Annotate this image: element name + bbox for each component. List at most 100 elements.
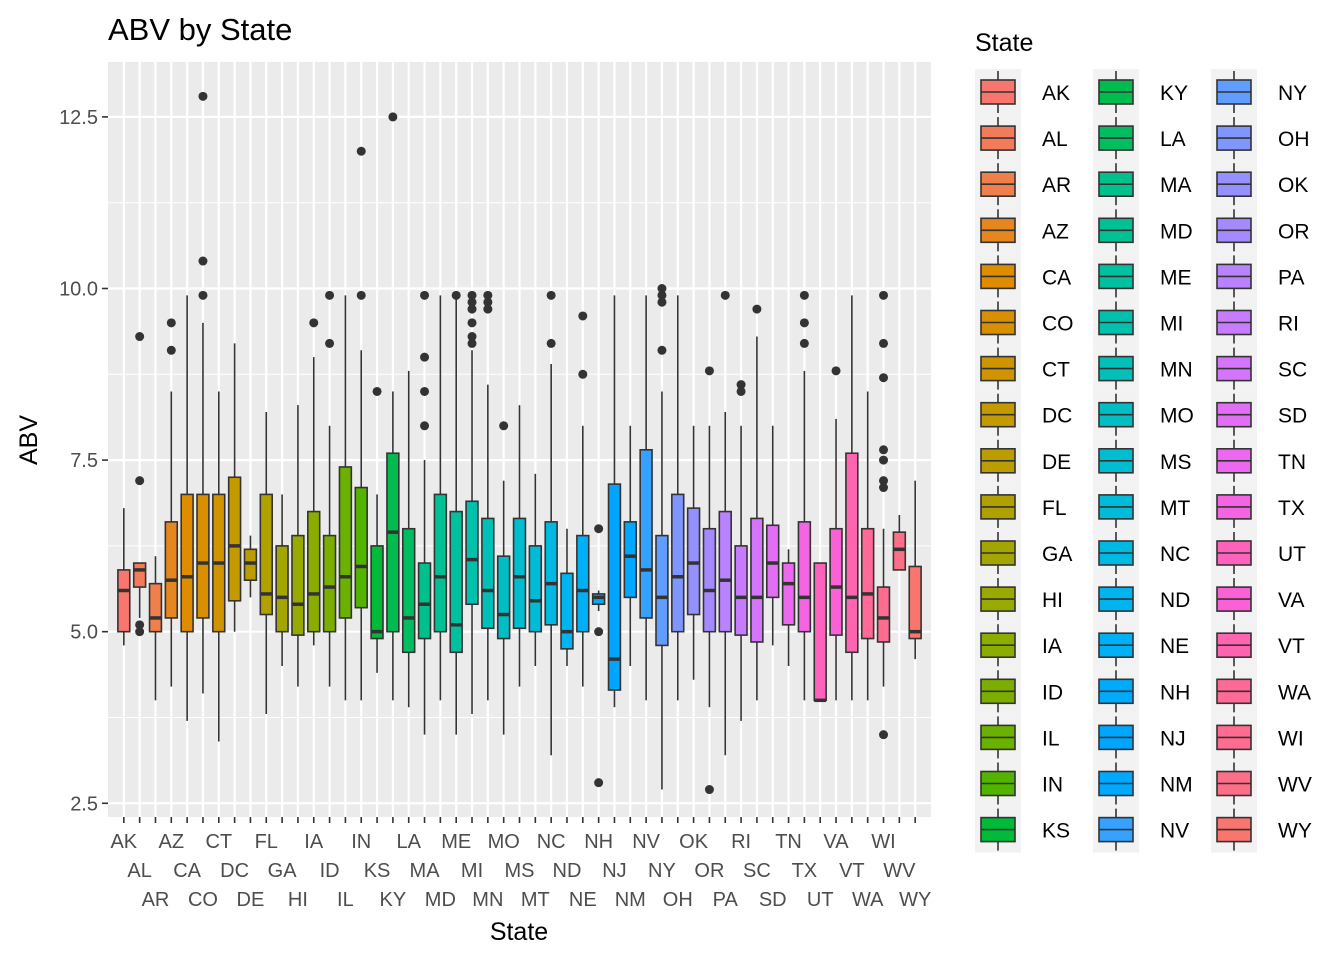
x-tick-label: VT <box>839 860 865 882</box>
legend-item-dc: DC <box>975 391 1072 438</box>
box-hi <box>291 405 305 687</box>
legend-item-tn: TN <box>1211 437 1306 484</box>
box-vt <box>845 295 859 701</box>
x-tick-label: OK <box>679 831 709 853</box>
box-ky <box>386 112 400 701</box>
box-nj <box>607 295 622 708</box>
outlier-point <box>309 318 319 328</box>
box-body <box>639 448 653 619</box>
box-body <box>164 521 179 619</box>
legend-label: MN <box>1160 359 1193 382</box>
x-tick-label: NE <box>569 889 597 911</box>
outlier-point <box>752 304 762 314</box>
box-va <box>829 366 843 701</box>
outlier-point <box>135 476 145 486</box>
legend-label: NJ <box>1160 727 1186 750</box>
box-in <box>354 146 368 701</box>
legend-item-me: ME <box>1093 253 1192 300</box>
outlier-point <box>420 386 430 396</box>
x-tick-label: IL <box>337 889 354 911</box>
legend-label: IN <box>1042 774 1063 797</box>
box-body <box>876 586 891 643</box>
legend-item-ri: RI <box>1211 299 1299 346</box>
x-tick-label: MT <box>521 889 550 911</box>
x-tick-label: SC <box>743 860 771 882</box>
legend-item-ky: KY <box>1093 69 1188 115</box>
x-tick-label: ID <box>320 860 340 882</box>
x-tick-label: ME <box>441 831 471 853</box>
legend-label: NM <box>1160 774 1193 797</box>
box-nv <box>639 295 653 701</box>
x-tick-label: TX <box>792 860 818 882</box>
box-body <box>671 493 685 633</box>
legend-item-la: LA <box>1093 115 1186 162</box>
box-sd <box>765 425 780 646</box>
legend-label: MD <box>1160 220 1193 243</box>
legend-item-wi: WI <box>1211 714 1304 761</box>
legend-item-az: AZ <box>975 207 1069 254</box>
outlier-point <box>166 345 176 355</box>
box-body <box>576 534 590 633</box>
legend-item-nm: NM <box>1093 760 1193 807</box>
legend-item-fl: FL <box>975 483 1067 530</box>
x-tick-label: NJ <box>602 860 626 882</box>
legend-label: WI <box>1278 727 1304 750</box>
box-body <box>401 527 416 654</box>
legend-label: TX <box>1278 497 1305 520</box>
outlier-point <box>704 366 714 376</box>
legend-label: MA <box>1160 174 1192 197</box>
x-tick-label: SD <box>759 889 787 911</box>
y-tick-label: 7.5 <box>70 450 98 472</box>
legend-item-sc: SC <box>1211 345 1307 392</box>
box-il <box>338 295 353 701</box>
legend-item-hi: HI <box>975 576 1063 623</box>
outlier-point <box>879 290 889 300</box>
x-tick-label: DC <box>220 860 249 882</box>
box-tn <box>781 549 796 666</box>
box-ca <box>180 295 194 721</box>
outlier-point <box>198 256 208 266</box>
box-body <box>132 562 147 588</box>
legend-label: ID <box>1042 681 1063 704</box>
outlier-point <box>451 290 461 300</box>
legend-label: ND <box>1160 589 1190 612</box>
x-tick-label: NH <box>584 831 613 853</box>
box-ia <box>307 318 321 646</box>
outlier-point <box>594 778 604 788</box>
legend-label: MI <box>1160 313 1183 336</box>
box-body <box>417 562 432 640</box>
box-ok <box>686 425 701 680</box>
legend-label: VT <box>1278 635 1305 658</box>
outlier-point <box>325 290 335 300</box>
box-body <box>512 517 527 630</box>
legend-item-ia: IA <box>975 622 1062 669</box>
box-wa <box>860 391 875 701</box>
x-tick-label: MN <box>472 889 503 911</box>
legend-item-mi: MI <box>1093 299 1183 346</box>
legend-label: KS <box>1042 820 1070 843</box>
box-wi <box>876 290 891 740</box>
legend-label: AL <box>1042 128 1068 151</box>
box-body <box>829 527 843 636</box>
outlier-point <box>879 483 889 493</box>
box-body <box>655 534 669 647</box>
legend-label: NE <box>1160 635 1189 658</box>
legend-label: GA <box>1042 543 1072 566</box>
outlier-point <box>594 524 604 534</box>
legend-item-wy: WY <box>1211 806 1312 853</box>
x-tick-label: TN <box>775 831 802 853</box>
legend-label: NY <box>1278 82 1307 105</box>
legend-item-nj: NJ <box>1093 714 1186 761</box>
legend-label: MS <box>1160 451 1192 474</box>
box-wy <box>908 480 922 660</box>
legend-item-ct: CT <box>975 345 1070 392</box>
box-body <box>259 493 274 616</box>
legend-label: UT <box>1278 543 1306 566</box>
legend-label: RI <box>1278 313 1299 336</box>
legend-item-ms: MS <box>1093 437 1192 484</box>
box-ms <box>512 405 527 687</box>
legend-item-nc: NC <box>1093 530 1190 576</box>
box-id <box>322 290 337 687</box>
box-body <box>607 483 622 691</box>
box-de <box>243 535 258 598</box>
